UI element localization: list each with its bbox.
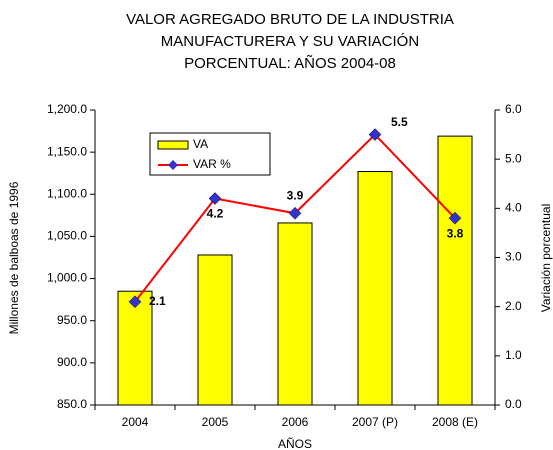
data-label: 2.1 — [149, 294, 166, 308]
y2-tick-label: 3.0 — [505, 250, 522, 264]
chart-title: PORCENTUAL: AÑOS 2004-08 — [184, 55, 396, 72]
data-label: 4.2 — [207, 207, 224, 221]
legend-label: VAR % — [193, 157, 231, 171]
marker — [128, 295, 142, 309]
marker — [448, 211, 462, 225]
y2-axis-label: Variación porcentual — [539, 204, 553, 313]
x-tick-label: 2006 — [282, 415, 309, 429]
y-tick-label: 1,050.0 — [47, 229, 87, 243]
legend-swatch — [157, 140, 189, 150]
x-axis-label: AÑOS — [278, 437, 312, 450]
y2-tick-label: 0.0 — [505, 397, 522, 411]
y2-tick-label: 4.0 — [505, 201, 522, 215]
y-tick-label: 1,100.0 — [47, 186, 87, 200]
y-tick-label: 900.0 — [57, 355, 87, 369]
legend-box — [149, 132, 271, 176]
bar — [197, 254, 233, 406]
bar — [437, 135, 473, 406]
data-label: 3.9 — [287, 188, 304, 202]
legend-marker — [168, 160, 178, 170]
bar — [357, 171, 393, 406]
x-tick-label: 2004 — [122, 415, 149, 429]
y2-tick-label: 6.0 — [505, 102, 522, 116]
y-tick-label: 850.0 — [57, 397, 87, 411]
y-tick-label: 950.0 — [57, 313, 87, 327]
x-tick-label: 2005 — [202, 415, 229, 429]
marker — [208, 192, 222, 205]
chart-title: MANUFACTURERA Y SU VARIACIÓN — [161, 33, 419, 50]
y-tick-label: 1,200.0 — [47, 102, 87, 116]
y2-tick-label: 1.0 — [505, 348, 522, 362]
chart-title: VALOR AGREGADO BRUTO DE LA INDUSTRIA — [126, 11, 454, 28]
x-tick-label: 2008 (E) — [432, 415, 478, 429]
marker — [288, 206, 302, 220]
y-tick-label: 1,000.0 — [47, 271, 87, 285]
x-tick-label: 2007 (P) — [352, 415, 398, 429]
data-label: 3.8 — [447, 226, 464, 240]
legend-label: VA — [193, 137, 208, 151]
bar — [117, 290, 153, 406]
data-label: 5.5 — [391, 115, 408, 129]
y2-tick-label: 5.0 — [505, 151, 522, 165]
y-axis-label: Millones de balboas de 1996 — [7, 181, 21, 334]
y-tick-label: 1,150.0 — [47, 144, 87, 158]
marker — [368, 128, 382, 141]
bar — [277, 222, 313, 406]
y2-tick-label: 2.0 — [505, 299, 522, 313]
